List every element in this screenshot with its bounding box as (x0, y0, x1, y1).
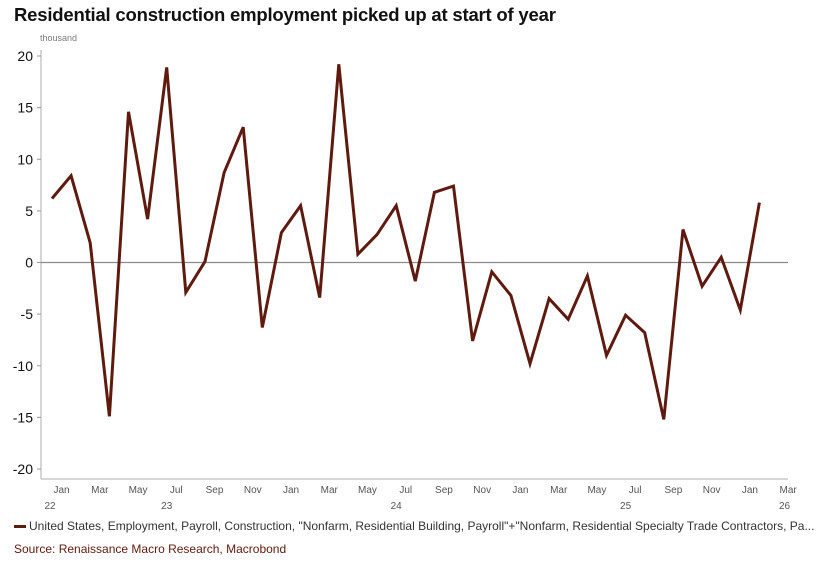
y-tick-label: -5 (21, 306, 34, 322)
x-tick-label: Jan (512, 485, 528, 496)
x-year-label: 25 (620, 501, 632, 512)
x-tick-label: Jul (629, 485, 642, 496)
x-tick-label: Mar (321, 485, 339, 496)
legend: United States, Employment, Payroll, Cons… (14, 519, 814, 533)
x-tick-label: Jul (170, 485, 183, 496)
x-tick-label: Jan (53, 485, 69, 496)
y-tick-label: -20 (13, 461, 33, 477)
y-tick-label: 20 (17, 48, 33, 64)
x-tick-label: May (587, 485, 606, 496)
x-tick-label: Sep (206, 485, 224, 496)
y-tick-label: 15 (17, 100, 33, 116)
y-tick-label: -10 (13, 358, 33, 374)
y-axis-unit-label: thousand (40, 33, 78, 43)
y-tick-label: -15 (13, 409, 33, 425)
legend-swatch-icon (14, 524, 26, 528)
x-tick-label: May (358, 485, 377, 496)
x-tick-label: Sep (665, 485, 683, 496)
x-year-label: 24 (391, 501, 403, 512)
x-tick-label: Nov (703, 485, 721, 496)
x-tick-label: Jul (399, 485, 412, 496)
y-tick-label: 5 (25, 203, 33, 219)
x-tick-label: May (129, 485, 148, 496)
x-tick-label: Nov (473, 485, 491, 496)
y-tick-label: 10 (17, 151, 33, 167)
x-year-label: 22 (44, 501, 56, 512)
x-tick-label: Nov (244, 485, 262, 496)
x-tick-label: Mar (91, 485, 109, 496)
y-tick-label: 0 (25, 255, 33, 271)
legend-label: United States, Employment, Payroll, Cons… (29, 519, 815, 533)
series-group (50, 64, 761, 420)
x-year-label: 26 (779, 501, 791, 512)
x-axis: Jan Mar May Jul Sep Nov Jan Mar May Jul Sep Nov Jan M… (41, 478, 798, 512)
x-tick-label: Sep (435, 485, 453, 496)
x-tick-label: Jan (742, 485, 758, 496)
x-tick-label: Mar (780, 485, 798, 496)
series-line (50, 64, 761, 420)
source-note: Source: Renaissance Macro Research, Macr… (14, 542, 287, 556)
chart-title: Residential construction employment pick… (14, 4, 556, 25)
y-axis: 20 15 10 5 0 -5 -10 -15 -20 (13, 48, 788, 479)
x-year-label: 23 (161, 501, 173, 512)
x-tick-label: Mar (550, 485, 568, 496)
x-tick-label: Jan (283, 485, 299, 496)
